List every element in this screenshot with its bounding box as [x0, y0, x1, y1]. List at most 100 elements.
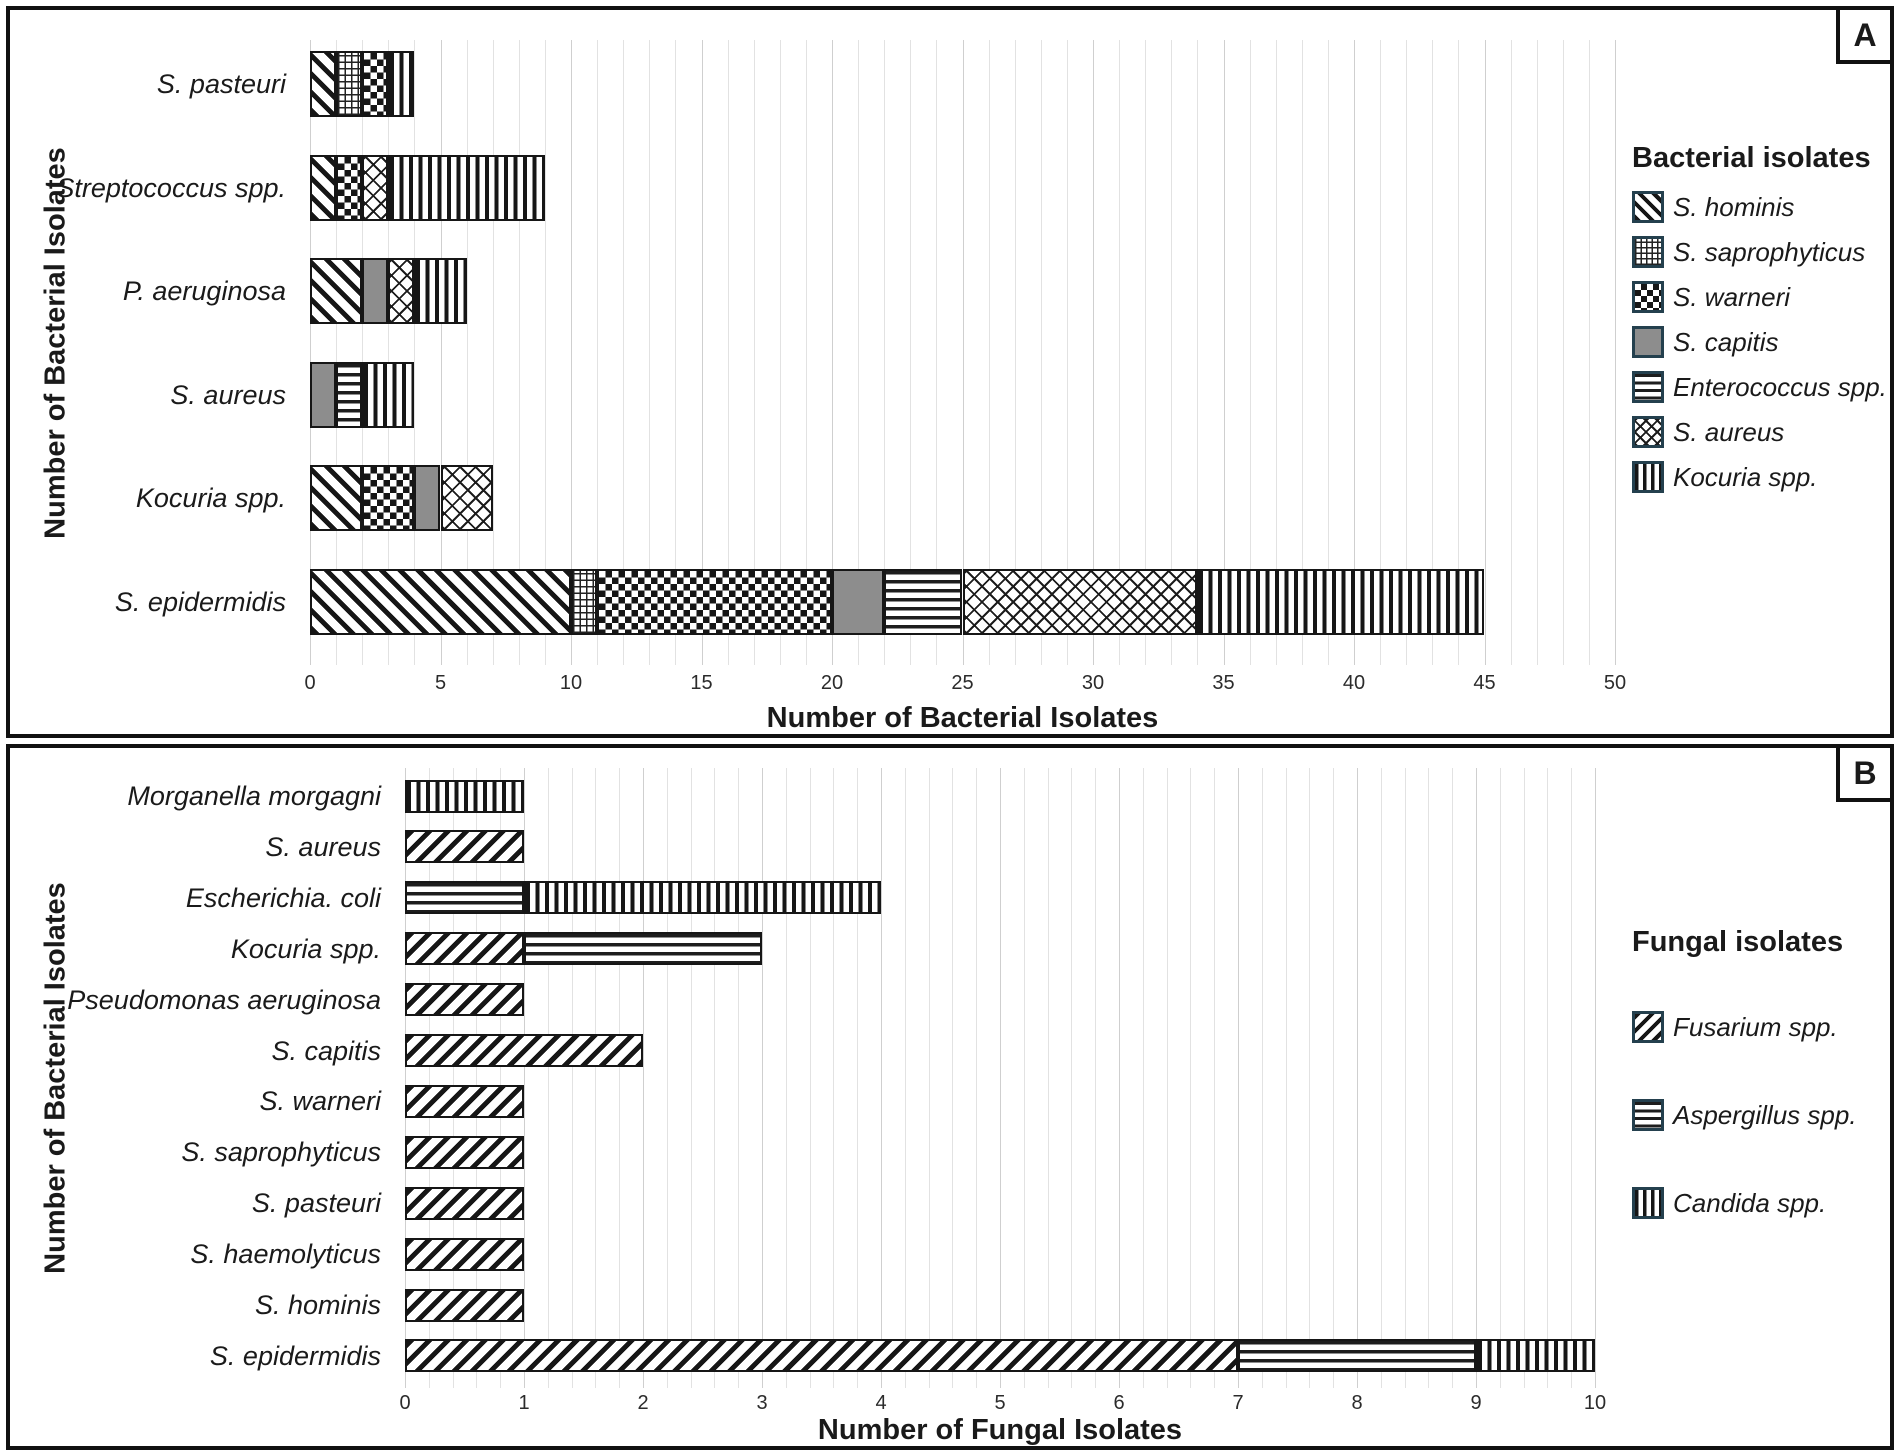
- legend-swatch-solid-gray-icon: [1632, 326, 1664, 358]
- panel-b: B Number of Bacterial Isolates Morganell…: [6, 744, 1894, 1450]
- gridline: [714, 768, 716, 1388]
- bar-segment-enterococcus-spp: [336, 361, 363, 428]
- legend-swatch-diagonal-weave-icon: [1632, 416, 1664, 448]
- x-tick-label: 10: [1583, 1392, 1607, 1414]
- bar-row: [310, 465, 1615, 532]
- gridline: [1547, 768, 1549, 1388]
- bar-segment-s-warneri: [597, 569, 832, 635]
- gridline: [738, 768, 740, 1388]
- bar-segment-s-warneri: [336, 154, 363, 221]
- gridline: [649, 40, 651, 665]
- gridline: [762, 768, 763, 1388]
- gridline: [785, 768, 787, 1388]
- legend-title: Fungal isolates: [1632, 926, 1844, 958]
- bar-segment-aspergillus-spp: [1238, 1339, 1476, 1373]
- gridline: [857, 768, 859, 1388]
- bar-row: [405, 830, 1595, 864]
- bar-segment-kocuria-spp: [414, 258, 467, 325]
- legend-item: Candida spp.: [1632, 1187, 1902, 1219]
- bar-segment-s-capitis: [414, 465, 441, 532]
- gridline: [1040, 40, 1042, 665]
- gridline: [962, 40, 964, 665]
- x-tick-label: 1: [518, 1392, 530, 1414]
- legend-swatch-diagonal-down-icon: [1632, 191, 1664, 223]
- legend-item: S. aureus: [1632, 416, 1902, 448]
- x-tick-label: 3: [756, 1392, 768, 1414]
- bar-segment-kocuria-spp: [388, 154, 545, 221]
- gridline: [1458, 40, 1460, 665]
- gridline: [466, 40, 468, 665]
- category-label: S. aureus: [265, 831, 381, 862]
- bar-row: [405, 1288, 1595, 1322]
- gridline: [727, 40, 729, 665]
- gridline: [597, 40, 599, 665]
- bar-segment-candida-spp: [405, 779, 524, 813]
- gridline: [1014, 40, 1016, 665]
- gridline: [428, 768, 430, 1388]
- x-tick-label: 40: [1342, 672, 1366, 694]
- x-tick-label: 8: [1351, 1392, 1363, 1414]
- gridline: [1171, 40, 1173, 665]
- legend-swatch-checker-icon: [1632, 281, 1664, 313]
- panel-a: A Number of Bacterial Isolates S. pasteu…: [6, 6, 1894, 738]
- gridline: [1536, 40, 1538, 665]
- bar-row: [405, 1135, 1595, 1169]
- category-label: Kocuria spp.: [230, 933, 381, 964]
- bar-segment-s-capitis: [310, 361, 337, 428]
- gridline: [832, 40, 833, 665]
- gridline: [1357, 768, 1358, 1388]
- legend-label: S. capitis: [1673, 326, 1779, 357]
- gridline: [1595, 768, 1596, 1388]
- legend-item: S. hominis: [1632, 191, 1902, 223]
- gridline: [1562, 40, 1564, 665]
- bar-segment-fusarium-spp: [405, 1135, 524, 1169]
- category-label: S. haemolyticus: [190, 1239, 381, 1270]
- bar-segment-fusarium-spp: [405, 1339, 1238, 1373]
- bar-segment-fusarium-spp: [405, 1084, 524, 1118]
- bar-segment-fusarium-spp: [405, 1186, 524, 1220]
- category-label: S. epidermidis: [209, 1340, 381, 1371]
- gridline: [1476, 768, 1477, 1388]
- gridline: [884, 40, 886, 665]
- bar-segment-s-hominis: [310, 154, 337, 221]
- bar-segment-s-hominis: [310, 569, 571, 635]
- legend-item: Fusarium spp.: [1632, 1011, 1902, 1043]
- gridline: [1197, 40, 1199, 665]
- x-tick-labels: 0 5 10 15 20 25 30 35 40 45 50: [304, 672, 1626, 698]
- panel-b-x-axis-title: Number of Fungal Isolates: [817, 1414, 1183, 1446]
- x-tick-label: 5: [994, 1392, 1006, 1414]
- bar-segment-s-aureus: [440, 465, 493, 532]
- bar-segment-fusarium-spp: [405, 1237, 524, 1271]
- gridline: [809, 768, 811, 1388]
- gridline: [1484, 40, 1486, 665]
- category-label: Escherichia. coli: [185, 882, 381, 913]
- category-label: S. pasteuri: [156, 69, 286, 99]
- legend-swatch-grid-icon: [1632, 236, 1664, 268]
- x-tick-label: 15: [690, 672, 713, 694]
- legend-label: Candida spp.: [1673, 1187, 1827, 1218]
- category-label: S. aureus: [170, 379, 286, 410]
- legend-label: Aspergillus spp.: [1673, 1099, 1857, 1130]
- panel-b-legend: Fungal isolates Fusarium spp. Aspergillus…: [1632, 926, 1902, 1275]
- legend-swatch-diagonal-up-icon: [1632, 1011, 1664, 1043]
- gridline: [988, 40, 990, 665]
- legend-swatch-horizontal-lines-icon: [1632, 371, 1664, 403]
- gridline: [1119, 768, 1120, 1388]
- category-label: S. warneri: [259, 1086, 381, 1117]
- gridline: [1145, 40, 1147, 665]
- gridline: [595, 768, 597, 1388]
- bar-segment-fusarium-spp: [405, 932, 524, 966]
- gridline: [910, 40, 912, 665]
- category-label: Streptococcus spp.: [56, 172, 286, 203]
- bar-segment-kocuria-spp: [362, 361, 415, 428]
- gridline: [1428, 768, 1430, 1388]
- legend-items: Fusarium spp. Aspergillus spp. Candida spp…: [1632, 1011, 1902, 1219]
- bar-segment-s-warneri: [362, 465, 415, 532]
- panel-a-x-axis-title: Number of Bacterial Isolates: [766, 702, 1159, 734]
- x-tick-label: 10: [559, 672, 583, 694]
- gridline: [336, 40, 338, 665]
- bar-segment-fusarium-spp: [405, 1288, 524, 1322]
- bar-row: [310, 51, 1615, 117]
- legend-swatch-vertical-lines-icon: [1632, 1187, 1664, 1219]
- bar-row: [405, 1084, 1595, 1118]
